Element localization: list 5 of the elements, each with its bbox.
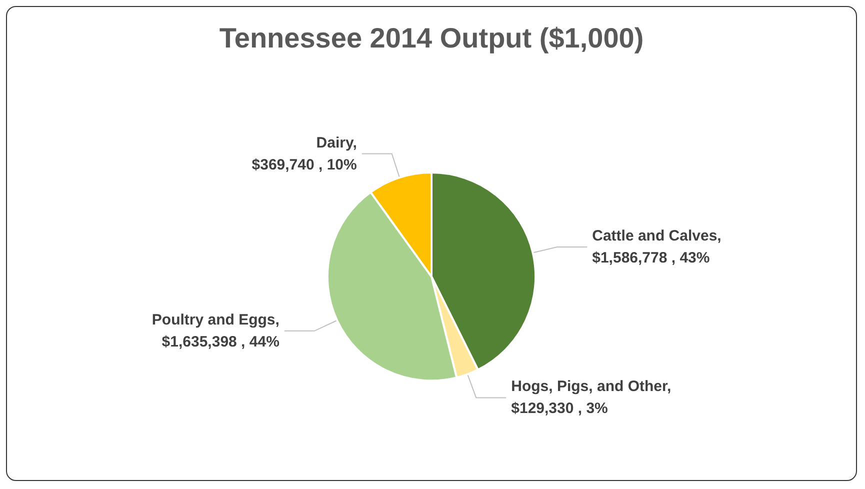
slice-label: Hogs, Pigs, and Other, $129,330 , 3%	[511, 378, 672, 418]
slice-label: Cattle and Calves, $1,586,778 , 43%	[592, 228, 722, 267]
slice-label: Poultry and Eggs, $1,635,398 , 44%	[152, 311, 280, 350]
chart-title: Tennessee 2014 Output ($1,000)	[219, 22, 644, 54]
slice-label: Dairy, $369,740 , 10%	[252, 134, 357, 174]
